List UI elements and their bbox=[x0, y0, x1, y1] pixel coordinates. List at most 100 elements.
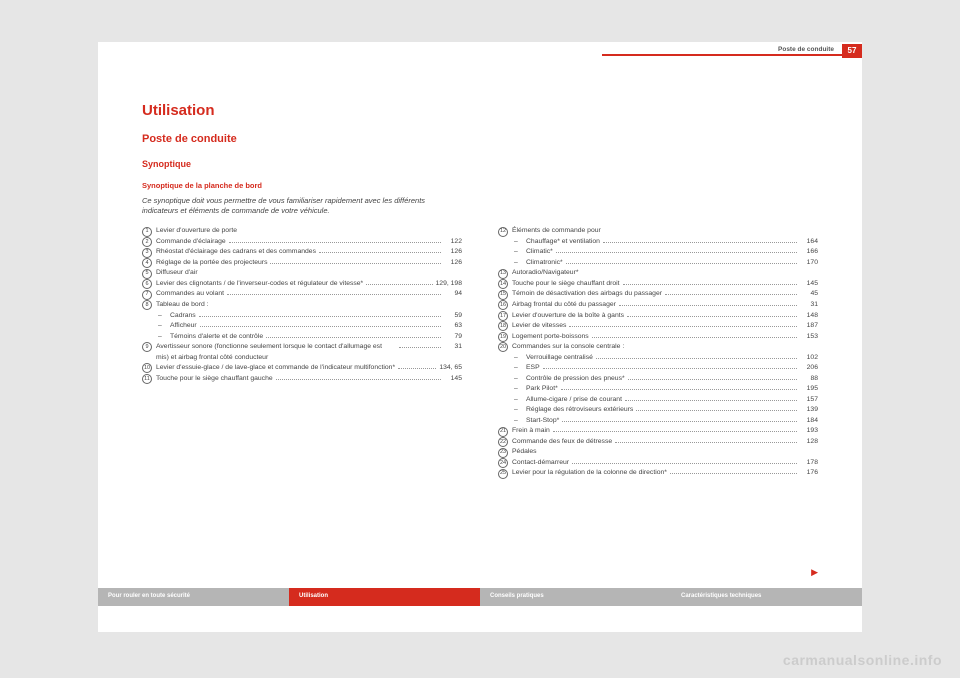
page-ref: 134, 65 bbox=[439, 363, 462, 374]
heading-2: Poste de conduite bbox=[142, 133, 818, 145]
footer-tab: Conseils pratiques bbox=[480, 588, 671, 606]
item-label: Pédales bbox=[512, 447, 537, 458]
index-row: –ESP206 bbox=[498, 363, 818, 374]
index-row: 6 Levier des clignotants / de l'inverseur… bbox=[142, 279, 462, 290]
index-row: 12Éléments de commande pour bbox=[498, 226, 818, 237]
page-ref: 148 bbox=[800, 311, 818, 322]
item-label: Verrouillage centralisé bbox=[526, 353, 593, 364]
dash-icon: – bbox=[514, 374, 522, 385]
index-row: –Climatronic*170 bbox=[498, 258, 818, 269]
item-label: Park Pilot* bbox=[526, 384, 558, 395]
page-ref: 139 bbox=[800, 405, 818, 416]
footer-tab: Caractéristiques techniques bbox=[671, 588, 862, 606]
leader-dots bbox=[398, 368, 436, 369]
item-number: 8 bbox=[142, 300, 152, 310]
leader-dots bbox=[200, 326, 441, 327]
item-number: 13 bbox=[498, 269, 508, 279]
index-row: 11Touche pour le siège chauffant gauche1… bbox=[142, 374, 462, 385]
page-ref: 184 bbox=[800, 416, 818, 427]
index-row: –Réglage des rétroviseurs extérieurs139 bbox=[498, 405, 818, 416]
item-label: Cadrans bbox=[170, 311, 196, 322]
item-number: 21 bbox=[498, 427, 508, 437]
page-ref: 31 bbox=[800, 300, 818, 311]
item-number: 1 bbox=[142, 227, 152, 237]
dash-icon: – bbox=[514, 405, 522, 416]
page-ref: 176 bbox=[800, 468, 818, 479]
header-rule bbox=[602, 54, 862, 56]
leader-dots bbox=[572, 463, 797, 464]
item-number: 9 bbox=[142, 342, 152, 352]
dash-icon: – bbox=[514, 416, 522, 427]
index-row: –Chauffage* et ventilation164 bbox=[498, 237, 818, 248]
leader-dots bbox=[556, 252, 797, 253]
index-row: 3Rhéostat d'éclairage des cadrans et des… bbox=[142, 247, 462, 258]
index-row: 25Levier pour la régulation de la colonn… bbox=[498, 468, 818, 479]
index-row: –Contrôle de pression des pneus*88 bbox=[498, 374, 818, 385]
leader-dots bbox=[628, 379, 797, 380]
leader-dots bbox=[553, 431, 797, 432]
index-row: 4Réglage de la portée des projecteurs126 bbox=[142, 258, 462, 269]
item-number: 18 bbox=[498, 321, 508, 331]
item-number: 4 bbox=[142, 258, 152, 268]
item-label: Afficheur bbox=[170, 321, 197, 332]
page-number: 57 bbox=[842, 44, 862, 58]
leader-dots bbox=[266, 337, 441, 338]
index-row: 13 Autoradio/Navigateur* bbox=[498, 268, 818, 279]
dash-icon: – bbox=[158, 321, 166, 332]
dash-icon: – bbox=[158, 332, 166, 343]
index-row: 7Commandes au volant94 bbox=[142, 289, 462, 300]
item-label: ESP bbox=[526, 363, 540, 374]
heading-1: Utilisation bbox=[142, 102, 818, 119]
page-ref: 102 bbox=[800, 353, 818, 364]
page-ref: 178 bbox=[800, 458, 818, 469]
leader-dots bbox=[603, 242, 797, 243]
item-label: Touche pour le siège chauffant gauche bbox=[156, 374, 273, 385]
page-ref: 145 bbox=[444, 374, 462, 385]
index-row: 10Levier d'essuie-glace / de lave-glace … bbox=[142, 363, 462, 374]
index-row: –Témoins d'alerte et de contrôle79 bbox=[142, 332, 462, 343]
leader-dots bbox=[569, 326, 797, 327]
dash-icon: – bbox=[514, 237, 522, 248]
index-row: –Start-Stop*184 bbox=[498, 416, 818, 427]
leader-dots bbox=[561, 389, 797, 390]
dash-icon: – bbox=[514, 363, 522, 374]
item-label: Airbag frontal du côté du passager bbox=[512, 300, 616, 311]
item-number: 24 bbox=[498, 458, 508, 468]
page-ref: 88 bbox=[800, 374, 818, 385]
item-number: 3 bbox=[142, 248, 152, 258]
item-number: 15 bbox=[498, 290, 508, 300]
index-row: 18Levier de vitesses187 bbox=[498, 321, 818, 332]
item-label: Tableau de bord : bbox=[156, 300, 209, 311]
page-ref: 63 bbox=[444, 321, 462, 332]
item-label: Allume-cigare / prise de courant bbox=[526, 395, 622, 406]
item-label: Climatic* bbox=[526, 247, 553, 258]
item-label: Témoins d'alerte et de contrôle bbox=[170, 332, 263, 343]
footer-tabs: Pour rouler en toute sécuritéUtilisation… bbox=[98, 588, 862, 606]
index-row: –Afficheur 63 bbox=[142, 321, 462, 332]
item-number: 5 bbox=[142, 269, 152, 279]
left-column: 1Levier d'ouverture de porte2Commande d'… bbox=[142, 226, 462, 479]
page-ref: 126 bbox=[444, 247, 462, 258]
leader-dots bbox=[229, 242, 441, 243]
item-number: 2 bbox=[142, 237, 152, 247]
item-label: Réglage de la portée des projecteurs bbox=[156, 258, 267, 269]
item-label: Logement porte-boissons bbox=[512, 332, 589, 343]
item-label: Levier des clignotants / de l'inverseur-… bbox=[156, 279, 363, 290]
item-label: Autoradio/Navigateur* bbox=[512, 268, 579, 279]
manual-page: Poste de conduite 57 Utilisation Poste d… bbox=[98, 42, 862, 632]
index-row: –Park Pilot*195 bbox=[498, 384, 818, 395]
item-number: 16 bbox=[498, 300, 508, 310]
item-number: 19 bbox=[498, 332, 508, 342]
index-row: 17Levier d'ouverture de la boîte à gants… bbox=[498, 311, 818, 322]
page-ref: 164 bbox=[800, 237, 818, 248]
item-number: 6 bbox=[142, 279, 152, 289]
page-ref: 195 bbox=[800, 384, 818, 395]
page-ref: 128 bbox=[800, 437, 818, 448]
leader-dots bbox=[276, 379, 441, 380]
item-label: Levier pour la régulation de la colonne … bbox=[512, 468, 667, 479]
leader-dots bbox=[592, 337, 797, 338]
leader-dots bbox=[596, 358, 797, 359]
item-number: 22 bbox=[498, 437, 508, 447]
item-number: 14 bbox=[498, 279, 508, 289]
leader-dots bbox=[623, 284, 797, 285]
